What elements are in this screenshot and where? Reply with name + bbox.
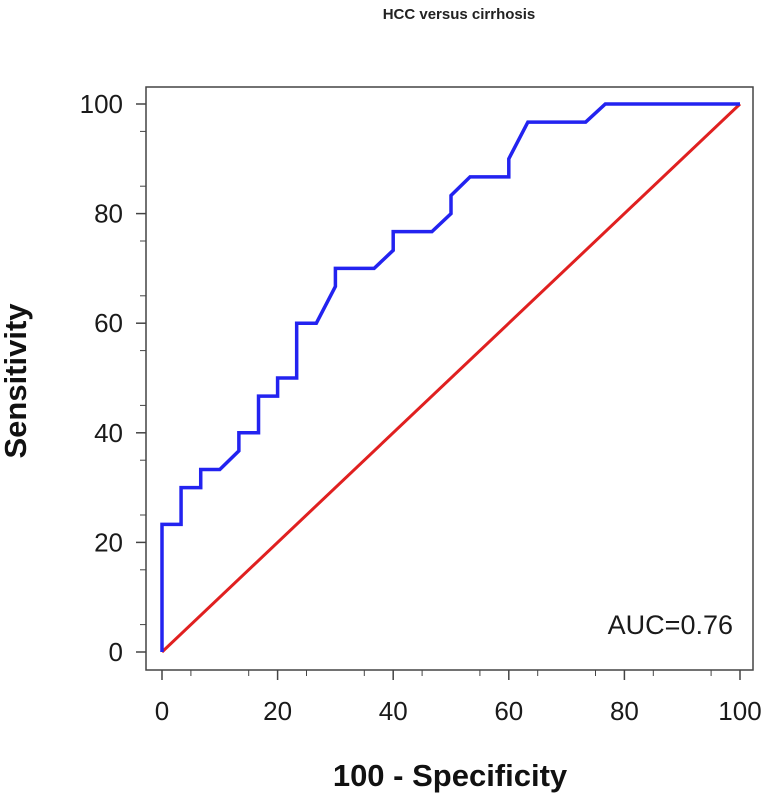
tick-labels: 0 20 40 60 80 100 0 20 40 60 80 100	[80, 89, 762, 726]
x-tick-label: 40	[379, 696, 408, 726]
y-tick-label: 0	[109, 637, 123, 667]
y-tick-label: 40	[94, 418, 123, 448]
x-tick-label: 60	[494, 696, 523, 726]
roc-curve-line	[160, 102, 740, 652]
auc-annotation: AUC=0.76	[608, 610, 733, 640]
reference-diagonal-line	[160, 102, 742, 654]
x-tick-label: 100	[718, 696, 761, 726]
chart-title: HCC versus cirrhosis	[383, 6, 536, 23]
y-tick-label: 80	[94, 199, 123, 229]
x-tick-label: 20	[263, 696, 292, 726]
x-tick-label: 80	[610, 696, 639, 726]
y-tick-label: 20	[94, 527, 123, 557]
plot-frame	[145, 86, 754, 671]
axis-ticks	[136, 103, 741, 680]
y-tick-label: 60	[94, 308, 123, 338]
x-axis-title: 100 - Specificity	[333, 758, 568, 793]
y-axis-title: Sensitivity	[0, 303, 33, 459]
x-tick-label: 0	[155, 696, 169, 726]
y-tick-label: 100	[80, 89, 123, 119]
